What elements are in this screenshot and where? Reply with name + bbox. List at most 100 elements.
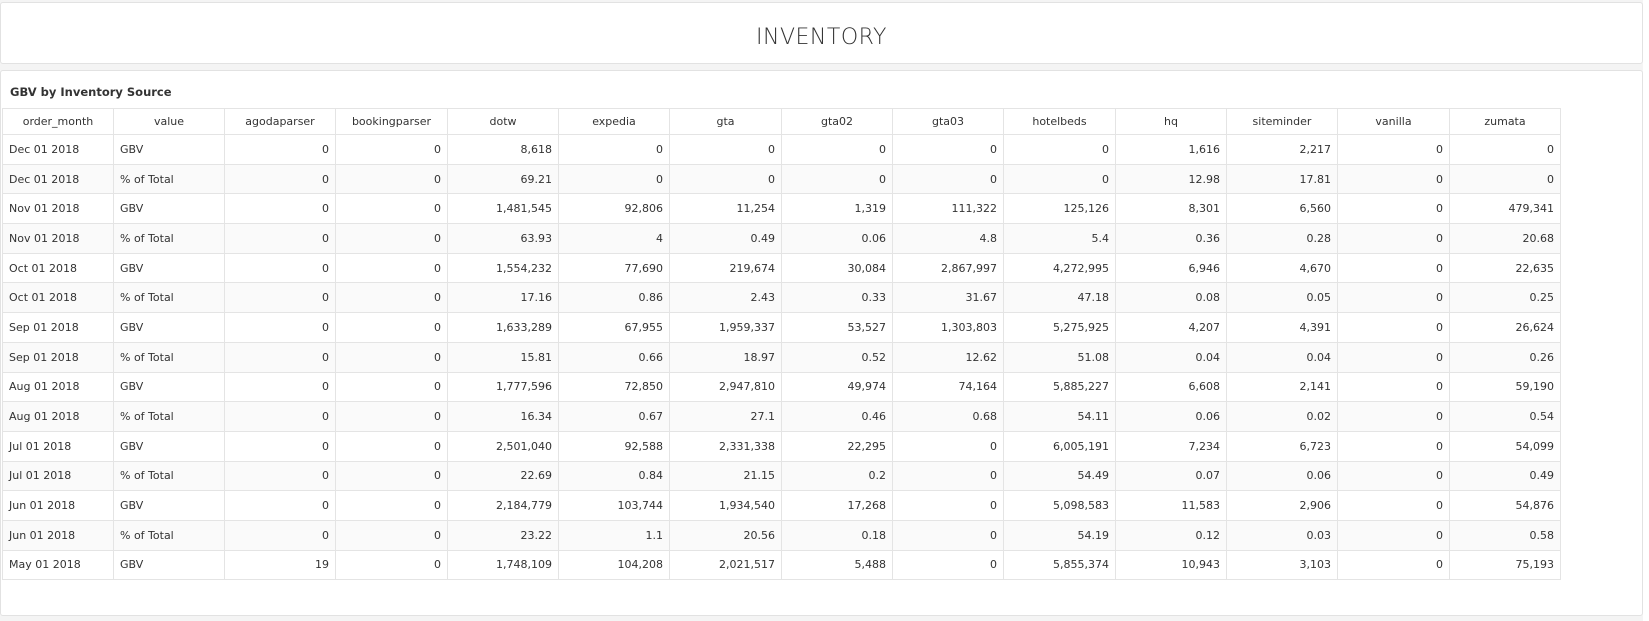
table-cell: 6,608 — [1115, 371, 1227, 403]
table-cell: 5,098,583 — [1003, 490, 1116, 521]
table-cell: Jul 01 2018 — [2, 430, 114, 462]
table-row: Nov 01 2018% of Total 0 0 63.93 4 0.49 0.06 4.8… — [2, 223, 1561, 254]
table-cell: 10,943 — [1115, 549, 1227, 581]
page-scrollbar[interactable] — [1643, 0, 1649, 621]
table-cell: 6,723 — [1226, 430, 1338, 462]
table-cell: 0 — [892, 490, 1004, 521]
table-cell: 75,193 — [1449, 549, 1561, 581]
table-cell: 0 — [335, 223, 448, 254]
column-header-gta[interactable]: gta — [669, 108, 782, 135]
table-cell: 5,885,227 — [1003, 371, 1116, 403]
table-row: Oct 01 2018% of Total 0 0 17.16 0.86 2.43 0.33… — [2, 282, 1561, 314]
table-cell: GBV — [113, 312, 225, 343]
table-cell: 2.43 — [669, 282, 782, 314]
table-cell: 1,934,540 — [669, 490, 782, 521]
column-header-zumata[interactable]: zumata — [1449, 108, 1561, 135]
table-cell: Nov 01 2018 — [2, 223, 114, 254]
table-cell: 0 — [224, 282, 336, 314]
table-cell: GBV — [113, 430, 225, 462]
table-cell: 2,184,779 — [447, 490, 559, 521]
table-row: Dec 01 2018% of Total 0 0 69.21 0 0 0 0 0 12.98 17… — [2, 163, 1561, 195]
table-cell: 0.58 — [1449, 519, 1561, 551]
table-title: GBV by Inventory Source — [10, 85, 172, 99]
table-cell: 47.18 — [1003, 282, 1116, 314]
column-header-dotw[interactable]: dotw — [447, 108, 559, 135]
table-cell: 11,583 — [1115, 490, 1227, 521]
column-header-value[interactable]: value — [113, 108, 225, 135]
inventory-table-panel: GBV by Inventory Source order_month value — [0, 70, 1643, 616]
table-cell: 17.81 — [1226, 163, 1338, 195]
table-cell: 69.21 — [447, 163, 559, 195]
column-header-hotelbeds[interactable]: hotelbeds — [1003, 108, 1116, 135]
table-cell: 17,268 — [781, 490, 893, 521]
table-cell: % of Total — [113, 401, 225, 432]
table-cell: 4,272,995 — [1003, 252, 1116, 284]
table-cell: 0.02 — [1226, 401, 1338, 432]
table-cell: 0 — [224, 519, 336, 551]
table-cell: 23.22 — [447, 519, 559, 551]
table-cell: 0.07 — [1115, 460, 1227, 492]
table-cell: 4 — [558, 223, 670, 254]
table-cell: 0 — [1337, 223, 1450, 254]
table-cell: 0 — [1337, 519, 1450, 551]
table-cell: 0.68 — [892, 401, 1004, 432]
table-cell: 2,501,040 — [447, 430, 559, 462]
table-cell: 0 — [224, 193, 336, 225]
table-row: Oct 01 2018 GBV 0 0 1,554,232 77,690 219,674 30… — [2, 252, 1561, 284]
table-cell: 0 — [1337, 371, 1450, 403]
table-cell: Jun 01 2018 — [2, 519, 114, 551]
table-cell: 26,624 — [1449, 312, 1561, 343]
table-cell: 2,141 — [1226, 371, 1338, 403]
column-header-gta02[interactable]: gta02 — [781, 108, 893, 135]
table-cell: 20.56 — [669, 519, 782, 551]
table-cell: Sep 01 2018 — [2, 341, 114, 373]
table-cell: 0 — [892, 549, 1004, 581]
table-cell: Jun 01 2018 — [2, 490, 114, 521]
table-cell: 0 — [224, 341, 336, 373]
column-header-agodaparser[interactable]: agodaparser — [224, 108, 336, 135]
table-cell: 104,208 — [558, 549, 670, 581]
table-cell: 0.54 — [1449, 401, 1561, 432]
table-cell: 0 — [892, 460, 1004, 492]
table-cell: 19 — [224, 549, 336, 581]
table-cell: 27.1 — [669, 401, 782, 432]
table-cell: 54.49 — [1003, 460, 1116, 492]
table-cell: 54,099 — [1449, 430, 1561, 462]
table-cell: 72,850 — [558, 371, 670, 403]
table-cell: 6,560 — [1226, 193, 1338, 225]
table-cell: 11,254 — [669, 193, 782, 225]
table-row: Nov 01 2018 GBV 0 0 1,481,545 92,806 11,254 1,3… — [2, 193, 1561, 225]
table-cell: 0.36 — [1115, 223, 1227, 254]
table-cell: 5,855,374 — [1003, 549, 1116, 581]
table-cell: 0.06 — [1115, 401, 1227, 432]
table-cell: 1.1 — [558, 519, 670, 551]
table-cell: 2,906 — [1226, 490, 1338, 521]
table-cell: 7,234 — [1115, 430, 1227, 462]
table-cell: 103,744 — [558, 490, 670, 521]
table-cell: 0.49 — [669, 223, 782, 254]
column-header-bookingparser[interactable]: bookingparser — [335, 108, 448, 135]
table-cell: 0 — [335, 519, 448, 551]
table-cell: 0 — [1003, 163, 1116, 195]
column-header-vanilla[interactable]: vanilla — [1337, 108, 1450, 135]
column-header-siteminder[interactable]: siteminder — [1226, 108, 1338, 135]
column-header-gta03[interactable]: gta03 — [892, 108, 1004, 135]
table-cell: 0 — [1337, 252, 1450, 284]
table-row: Aug 01 2018 GBV 0 0 1,777,596 72,850 2,947,810… — [2, 371, 1561, 403]
table-cell: 0 — [224, 163, 336, 195]
column-header-hq[interactable]: hq — [1115, 108, 1227, 135]
table-cell: 30,084 — [781, 252, 893, 284]
table-cell: 0.28 — [1226, 223, 1338, 254]
column-header-expedia[interactable]: expedia — [558, 108, 670, 135]
table-cell: 2,217 — [1226, 134, 1338, 165]
column-header-order-month[interactable]: order_month — [2, 108, 114, 135]
table-cell: 0 — [1337, 341, 1450, 373]
table-cell: 4.8 — [892, 223, 1004, 254]
table-cell: 0 — [1337, 401, 1450, 432]
table-cell: 0 — [335, 163, 448, 195]
table-row: Jun 01 2018 GBV 0 0 2,184,779 103,744 1,934,54… — [2, 490, 1561, 521]
table-cell: Sep 01 2018 — [2, 312, 114, 343]
header-panel: INVENTORY — [0, 2, 1643, 64]
table-cell: Aug 01 2018 — [2, 401, 114, 432]
table-cell: 1,319 — [781, 193, 893, 225]
